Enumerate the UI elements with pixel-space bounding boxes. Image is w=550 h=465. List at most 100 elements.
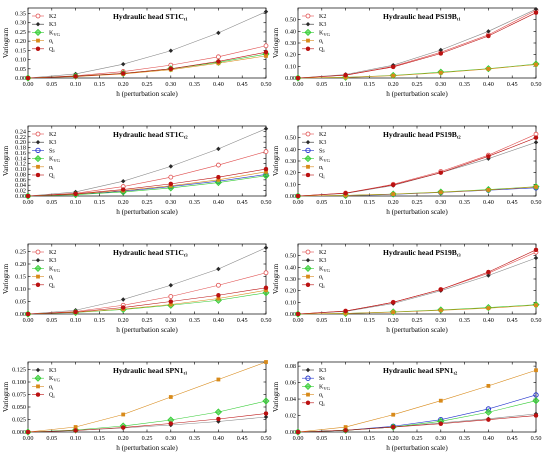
data-point bbox=[121, 297, 126, 302]
x-tick-label: 0.05 bbox=[46, 81, 57, 88]
x-tick-label: 0.25 bbox=[412, 199, 423, 206]
x-tick-label: 0.05 bbox=[316, 435, 327, 442]
data-point bbox=[214, 408, 222, 416]
data-point bbox=[438, 70, 443, 75]
x-tick-label: 0.30 bbox=[435, 199, 446, 206]
y-tick-label: 0.10 bbox=[15, 166, 26, 173]
y-axis-label: Variogram bbox=[2, 145, 10, 176]
x-tick-label: 0.25 bbox=[412, 317, 423, 324]
legend-marker bbox=[306, 274, 310, 279]
data-point bbox=[486, 417, 491, 422]
chart-title: Hydraulic head ST1Ct3 bbox=[113, 248, 188, 258]
x-axis-label: h (perturbation scale) bbox=[386, 444, 448, 452]
data-point bbox=[168, 299, 174, 304]
data-point bbox=[216, 146, 221, 152]
legend-marker bbox=[305, 140, 311, 145]
x-tick-label: 0.10 bbox=[70, 81, 81, 88]
y-tick-label: 0.20 bbox=[285, 52, 296, 59]
x-axis-label: h (perturbation scale) bbox=[386, 326, 448, 334]
y-tick-label: 0.50 bbox=[285, 253, 296, 260]
legend-entry: αi bbox=[49, 165, 54, 171]
data-point bbox=[215, 162, 221, 168]
legend-entry: Qi bbox=[49, 173, 55, 179]
x-tick-label: 0.05 bbox=[316, 81, 327, 88]
data-point bbox=[390, 64, 396, 70]
y-tick-label: 0.05 bbox=[15, 66, 26, 73]
y-tick-label: 0.25 bbox=[15, 249, 26, 256]
data-point bbox=[168, 174, 174, 180]
data-point bbox=[486, 154, 491, 159]
y-tick-label: 0.20 bbox=[15, 139, 26, 146]
data-point bbox=[121, 178, 126, 184]
data-point bbox=[533, 6, 539, 12]
legend-entry: αi bbox=[49, 384, 54, 390]
data-point bbox=[390, 424, 396, 430]
legend-entry: K3 bbox=[319, 368, 326, 374]
chart-panel: 0.00 0.05 0.10 0.15 0.20 0.25 0.30 0.35 0.40 0.45… bbox=[2, 243, 271, 334]
data-point bbox=[534, 368, 538, 373]
y-tick-label: 0.20 bbox=[285, 170, 296, 177]
data-point bbox=[168, 421, 174, 426]
data-point bbox=[264, 288, 268, 293]
legend-marker bbox=[34, 264, 42, 272]
y-tick-label: 0.075 bbox=[12, 392, 26, 399]
series-line bbox=[297, 186, 537, 197]
data-point bbox=[263, 49, 269, 55]
legend-entry: K3 bbox=[49, 140, 56, 146]
x-tick-label: 0.50 bbox=[531, 317, 542, 324]
legend-marker bbox=[304, 264, 312, 272]
series-line bbox=[27, 175, 267, 197]
y-tick-label: 0.20 bbox=[15, 261, 26, 268]
y-tick-label: 0.30 bbox=[15, 20, 26, 27]
y-tick-label: 0.000 bbox=[12, 429, 26, 436]
data-point bbox=[438, 398, 443, 403]
legend-entry: αi bbox=[319, 393, 324, 399]
y-tick-label: 0.125 bbox=[12, 367, 26, 374]
x-tick-label: 0.15 bbox=[364, 81, 375, 88]
x-tick-label: 0.10 bbox=[340, 199, 351, 206]
chart-panel: 0.00 0.05 0.10 0.15 0.20 0.25 0.30 0.35 0.40 0.45… bbox=[2, 360, 271, 452]
legend-marker bbox=[304, 155, 312, 163]
x-axis-label: h (perturbation scale) bbox=[116, 208, 178, 216]
x-tick-label: 0.10 bbox=[70, 317, 81, 324]
data-point bbox=[295, 429, 301, 435]
data-point bbox=[168, 66, 174, 72]
y-tick-label: 0.30 bbox=[285, 276, 296, 283]
x-tick-label: 0.30 bbox=[435, 435, 446, 442]
data-point bbox=[486, 188, 491, 192]
x-tick-label: 0.40 bbox=[213, 435, 224, 442]
legend-marker bbox=[305, 131, 311, 137]
legend-marker bbox=[305, 400, 311, 406]
data-point bbox=[216, 296, 221, 301]
chart-panel: 0.00 0.05 0.10 0.15 0.20 0.25 0.30 0.35 0.40 0.45… bbox=[272, 125, 542, 216]
y-tick-label: 0.02 bbox=[15, 188, 26, 195]
series-line bbox=[27, 128, 267, 197]
data-point bbox=[216, 177, 221, 182]
data-point bbox=[390, 300, 396, 305]
data-point bbox=[216, 377, 221, 382]
x-tick-label: 0.50 bbox=[531, 199, 542, 206]
x-tick-label: 0.10 bbox=[340, 317, 351, 324]
data-point bbox=[216, 293, 221, 298]
x-tick-label: 0.20 bbox=[118, 317, 129, 324]
legend-marker bbox=[35, 392, 41, 397]
data-point bbox=[263, 43, 269, 49]
data-point bbox=[25, 311, 31, 317]
legend-marker bbox=[305, 375, 311, 381]
legend-entry: KVG bbox=[49, 157, 61, 163]
x-tick-label: 0.20 bbox=[118, 81, 129, 88]
x-tick-label: 0.45 bbox=[507, 317, 518, 324]
series-line bbox=[297, 415, 537, 433]
legend-marker bbox=[35, 131, 41, 137]
chart-panel: 0.00 0.05 0.10 0.15 0.20 0.25 0.30 0.35 0.40 0.45… bbox=[2, 7, 271, 98]
data-point bbox=[438, 47, 443, 53]
series-line bbox=[27, 151, 267, 197]
legend-entry: K3 bbox=[319, 22, 326, 28]
data-point bbox=[263, 149, 269, 154]
y-axis-label: Variogram bbox=[2, 381, 10, 412]
data-point bbox=[533, 413, 539, 418]
y-tick-label: 0.30 bbox=[285, 158, 296, 165]
legend-entry: Qi bbox=[49, 283, 55, 289]
x-tick-label: 0.30 bbox=[165, 81, 176, 88]
chart-title: Hydraulic head PS19Bt3 bbox=[383, 248, 461, 258]
